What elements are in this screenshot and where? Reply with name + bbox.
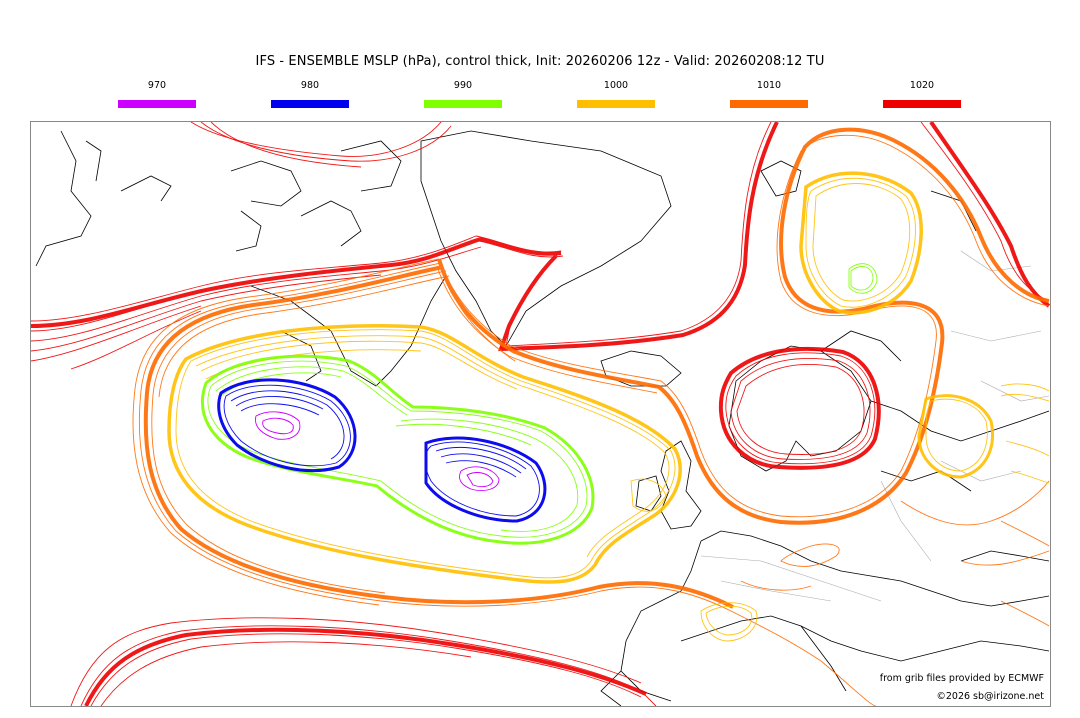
country-borders [700,250,1050,602]
map-panel [30,121,1051,707]
legend-item-1000: 1000 [577,80,655,108]
legend-swatch [577,100,655,108]
chart-title: IFS - ENSEMBLE MSLP (hPa), control thick… [255,54,825,69]
legend-swatch [730,100,808,108]
isobars-990 [201,263,878,545]
isobars-1010 [132,127,1050,706]
legend-item-970: 970 [118,80,196,108]
legend-item-1020: 1020 [883,80,961,108]
legend-swatch [271,100,349,108]
coastlines [35,130,1050,706]
isobar-map [31,122,1050,706]
legend-label: 970 [147,80,167,91]
legend-item-1010: 1010 [730,80,808,108]
legend-swatch [118,100,196,108]
legend-label: 990 [453,80,473,91]
legend-label: 980 [300,80,320,91]
legend-label: 1000 [603,80,629,91]
legend-item-990: 990 [424,80,502,108]
isobars-970 [255,411,500,491]
isobar-legend: 970 980 990 1000 1010 1020 [0,0,1080,115]
legend-item-980: 980 [271,80,349,108]
isobars-1020 [31,122,1050,706]
legend-label: 1020 [909,80,935,91]
isobars-980 [217,378,547,523]
legend-swatch [883,100,961,108]
legend-label: 1010 [756,80,782,91]
legend-swatch [424,100,502,108]
data-source-credit: from grib files provided by ECMWF [879,673,1044,684]
copyright-credit: ©2026 sb@irizone.net [936,691,1044,702]
isobars-1000 [167,171,1050,642]
